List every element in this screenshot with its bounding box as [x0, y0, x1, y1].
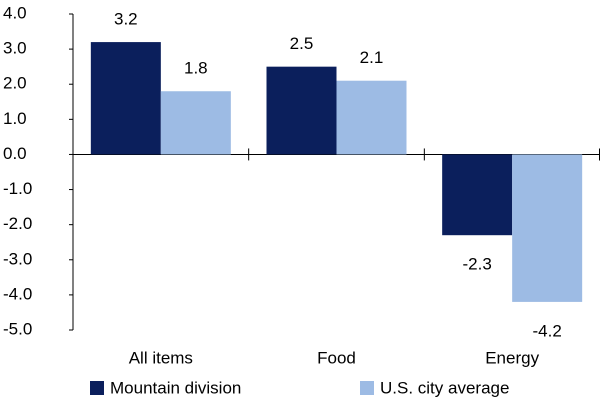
y-tick-label: -1.0: [3, 179, 32, 198]
data-label: 2.1: [360, 48, 384, 67]
data-label: 2.5: [290, 34, 314, 53]
y-tick-label: -5.0: [3, 319, 32, 338]
bar: [266, 66, 337, 155]
y-tick-label: 2.0: [3, 74, 27, 93]
y-tick-label: 0.0: [3, 144, 27, 163]
y-tick-label: 3.0: [3, 39, 27, 58]
data-label: -2.3: [463, 255, 492, 274]
legend-swatch: [360, 381, 374, 395]
legend-swatch: [90, 381, 104, 395]
bar: [90, 42, 161, 155]
y-tick-label: -2.0: [3, 214, 32, 233]
y-tick-label: -3.0: [3, 249, 32, 268]
y-tick-label: 4.0: [3, 3, 27, 22]
legend-label: U.S. city average: [380, 378, 509, 397]
data-label: 1.8: [184, 59, 208, 78]
legend-label: Mountain division: [110, 378, 241, 397]
data-label: 3.2: [114, 10, 138, 29]
x-tick-label: All items: [129, 348, 193, 367]
bar: [442, 154, 513, 236]
bar: [336, 80, 407, 155]
y-tick-label: -4.0: [3, 284, 32, 303]
y-tick-label: 1.0: [3, 109, 27, 128]
bar: [160, 91, 231, 155]
data-label: -4.2: [533, 321, 562, 340]
x-tick-label: Food: [317, 348, 356, 367]
bar: [512, 154, 583, 302]
x-tick-label: Energy: [485, 348, 539, 367]
